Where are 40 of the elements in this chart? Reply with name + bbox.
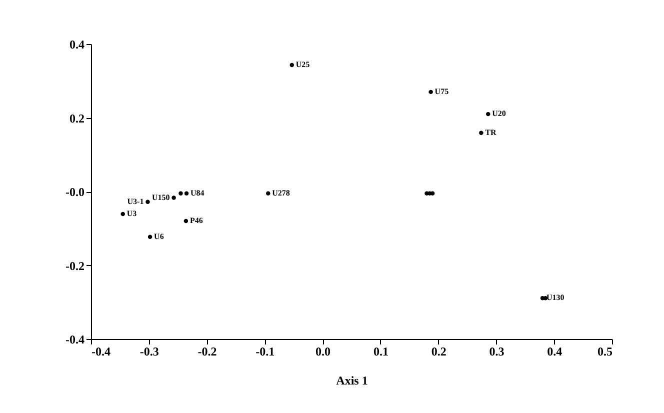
data-label: U150 <box>152 192 170 202</box>
data-label: U20 <box>492 109 506 118</box>
x-tick-label: -0.4 <box>92 344 110 358</box>
data-label: U6 <box>154 232 164 241</box>
point <box>148 234 152 239</box>
data-label: TR <box>485 128 497 137</box>
point <box>184 191 189 196</box>
x-tick-label: -0.2 <box>198 344 217 358</box>
x-tick-label: 0.5 <box>598 344 612 358</box>
data-label: U278 <box>272 188 290 198</box>
x-tick-label: 0.1 <box>373 344 388 358</box>
y-tick-label: 0.2 <box>70 111 84 126</box>
point <box>479 130 484 135</box>
y-tick-label: 0.4 <box>70 38 84 52</box>
data-label: U25 <box>296 60 310 70</box>
x-tick-label: -0.3 <box>140 344 159 358</box>
data-label: P46 <box>190 216 203 225</box>
point <box>486 112 490 116</box>
point <box>120 212 125 216</box>
data-label: U3 <box>126 208 137 218</box>
data-label: U75 <box>434 86 449 96</box>
x-tick-label: 0.4 <box>547 344 562 358</box>
point <box>172 196 176 200</box>
point <box>290 62 294 68</box>
x-tick-label: -0.1 <box>256 344 275 358</box>
data-label: U3-1 <box>127 196 144 206</box>
x-tick-label: 0.3 <box>489 344 504 358</box>
x-tick-label: 0.0 <box>316 344 331 358</box>
y-tick-label: -0.0 <box>66 185 84 199</box>
point <box>184 218 188 224</box>
point <box>428 90 433 94</box>
point <box>146 200 150 204</box>
data-label: U130 <box>546 293 564 302</box>
data-label: U84 <box>190 188 204 198</box>
y-tick-label: -0.2 <box>66 258 84 273</box>
point <box>266 191 270 196</box>
y-tick-label: -0.4 <box>66 332 84 346</box>
point <box>178 191 183 196</box>
x-axis-title: Axis 1 <box>336 374 368 388</box>
x-tick-label: 0.2 <box>431 344 446 358</box>
